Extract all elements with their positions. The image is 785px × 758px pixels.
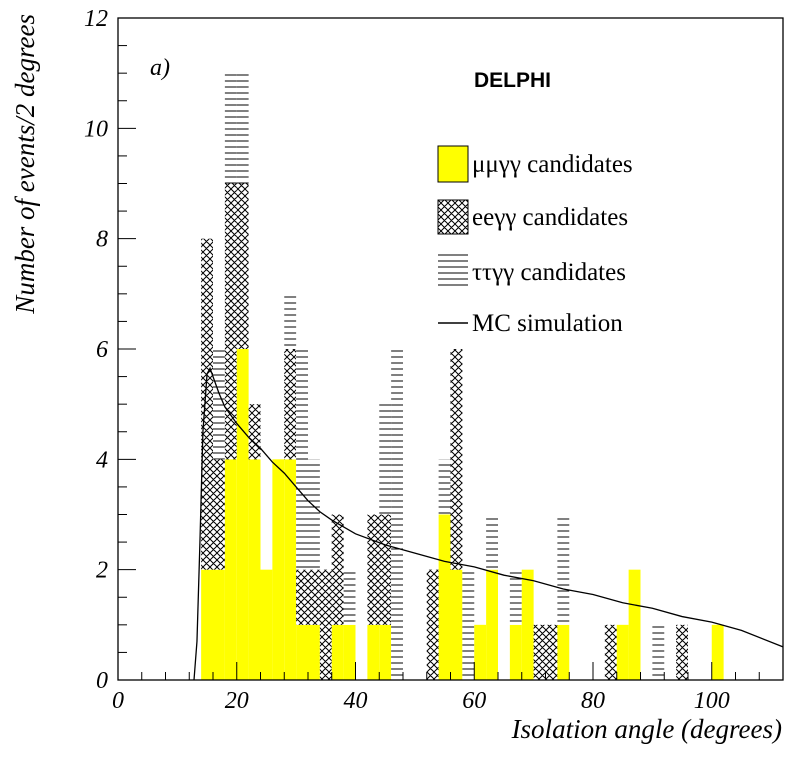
bar-mumu [272, 459, 285, 680]
x-tick-label: 80 [581, 688, 605, 714]
bar-ee [545, 624, 558, 680]
mc-curve-line [193, 366, 784, 681]
bar-mumu [224, 459, 237, 680]
bar-tautau [308, 459, 320, 570]
bar-mumu [343, 624, 356, 680]
legend-swatch-ee [437, 199, 469, 235]
x-tick-label: 60 [462, 688, 486, 714]
bar-mumu [236, 349, 249, 680]
bar-mumu [616, 624, 629, 680]
bar-ee [224, 183, 237, 460]
bar-ee [426, 569, 439, 680]
x-axis-title: Isolation angle (degrees) [511, 714, 782, 744]
bar-tautau [224, 73, 237, 184]
bar-ee [213, 459, 225, 570]
y-axis-title: Number of events/2 degrees [10, 14, 40, 315]
bar-tautau [236, 73, 249, 184]
legend: μμγγ candidates eeγγ candidates ττγγ can… [437, 145, 633, 337]
bar-ee [236, 183, 249, 349]
bar-ee [450, 349, 463, 570]
legend-label-ee: eeγγ candidates [472, 204, 628, 231]
bar-tautau [509, 569, 522, 625]
bar-ee [319, 569, 332, 680]
bar-mumu [379, 624, 392, 680]
bar-mumu [331, 624, 344, 680]
bar-mumu [260, 569, 273, 680]
bar-tautau [213, 349, 225, 460]
legend-swatch-tautau [438, 254, 468, 288]
bar-tautau [486, 514, 498, 570]
bar-tautau [284, 293, 297, 349]
legend-label-mc: MC simulation [472, 310, 623, 337]
bar-mumu [628, 569, 641, 680]
panel-label: a) [150, 55, 170, 81]
bar-ee [379, 514, 392, 625]
mc-simulation-curve [193, 366, 784, 681]
bar-mumu [248, 459, 261, 680]
bar-mumu [557, 624, 570, 680]
experiment-label: DELPHI [474, 69, 551, 92]
x-tick-label: 0 [112, 688, 124, 714]
bar-tautau [379, 404, 392, 515]
x-tick-label: 40 [344, 688, 368, 714]
bar-mumu [308, 624, 320, 680]
bar-ee [284, 349, 297, 460]
y-tick-label: 2 [96, 558, 108, 584]
bar-mumu [474, 624, 487, 680]
bar-tautau [296, 349, 308, 570]
bar-tautau [343, 569, 356, 625]
y-tick-label: 10 [84, 116, 108, 142]
legend-label-tautau: ττγγ candidates [472, 259, 626, 286]
bar-mumu [450, 569, 463, 680]
bar-ee [604, 624, 617, 680]
bar-tautau [391, 349, 403, 680]
bar-ee [533, 624, 546, 680]
bar-tautau [652, 624, 665, 680]
bar-mumu [201, 569, 213, 680]
x-tick-label: 20 [225, 688, 249, 714]
bar-mumu [284, 459, 297, 680]
y-tick-label: 6 [96, 337, 108, 363]
legend-label-mumu: μμγγ candidates [472, 151, 633, 178]
bar-mumu [711, 624, 724, 680]
bar-mumu [521, 569, 534, 680]
y-tick-label: 8 [96, 227, 108, 253]
bar-ee [296, 569, 308, 625]
bar-mumu [213, 569, 225, 680]
bar-ee [248, 404, 261, 460]
y-tick-label: 4 [96, 447, 108, 473]
bar-ee [201, 238, 213, 570]
bar-ee [367, 514, 380, 625]
bar-tautau [438, 459, 451, 515]
bar-mumu [296, 624, 308, 680]
x-tick-label: 100 [694, 688, 730, 714]
y-tick-label: 12 [84, 6, 108, 32]
bar-mumu [367, 624, 380, 680]
histogram-bars [201, 73, 724, 680]
bar-mumu [486, 569, 498, 680]
y-tick-label: 0 [96, 668, 108, 694]
bar-ee [331, 514, 344, 625]
axis-ticks: 0 20 40 60 80 100 0 2 4 6 8 10 12 [84, 6, 784, 714]
bar-mumu [509, 624, 522, 680]
bar-ee [676, 624, 688, 680]
bar-ee [308, 569, 320, 625]
bar-tautau [557, 514, 570, 625]
legend-swatch-mumu [437, 145, 469, 183]
bar-tautau [462, 569, 475, 680]
bar-mumu [438, 514, 451, 680]
